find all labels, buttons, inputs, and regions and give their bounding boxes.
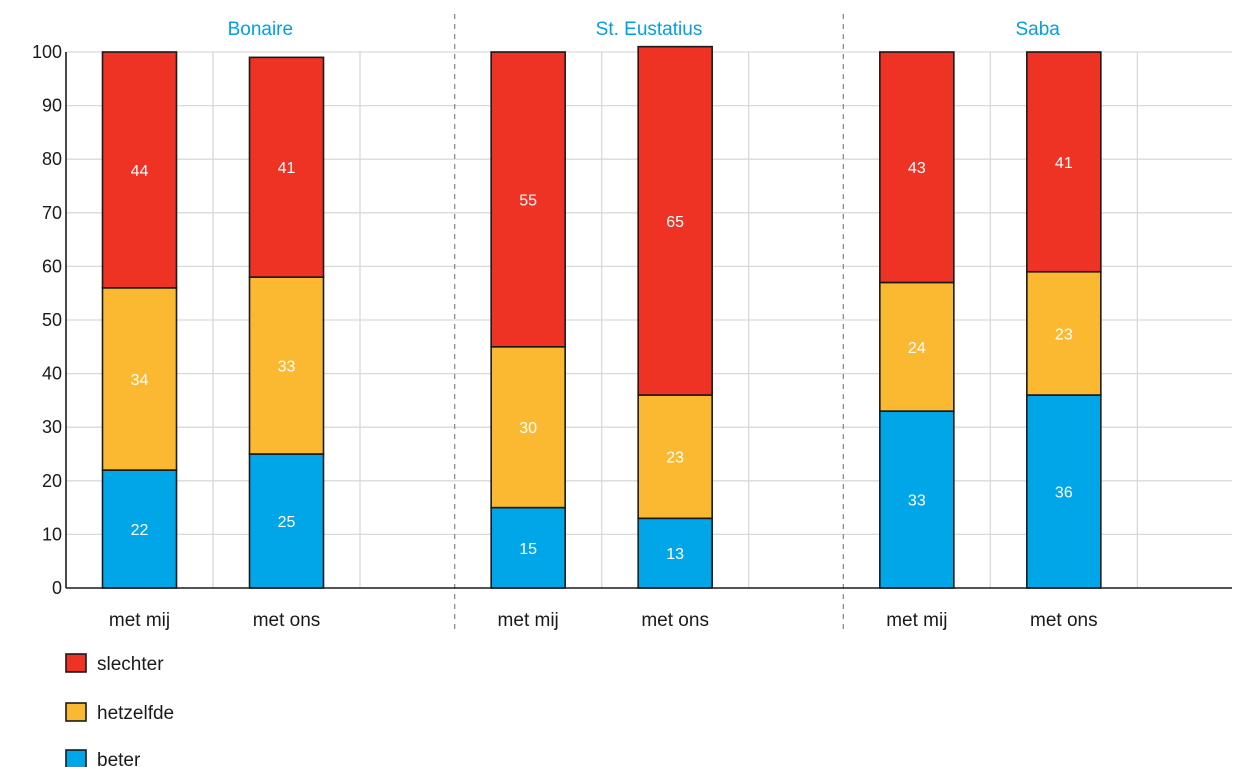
data-label: 13	[666, 546, 684, 563]
y-tick-label: 10	[42, 524, 62, 544]
legend-swatch-slechter	[65, 653, 87, 673]
legend-label: hetzelfde	[97, 703, 174, 724]
legend-swatch-beter	[65, 749, 87, 767]
data-label: 24	[908, 340, 926, 357]
bar-segment-hetzelfde	[1026, 270, 1102, 396]
bar-segment-hetzelfde	[101, 287, 178, 471]
data-label: 15	[519, 541, 537, 558]
bar-segment-slechter	[879, 51, 955, 284]
y-tick-label: 60	[42, 256, 62, 276]
bar-segment-hetzelfde	[637, 394, 713, 520]
bar-segment-hetzelfde	[490, 345, 566, 509]
x-category-label: met ons	[253, 610, 321, 631]
bar-segment-slechter	[248, 56, 325, 278]
y-tick-label: 0	[52, 578, 62, 598]
y-tick-label: 50	[42, 310, 62, 330]
x-category-label: met mij	[886, 610, 947, 631]
bar-segment-slechter	[490, 51, 566, 348]
y-tick-label: 30	[42, 417, 62, 437]
bar-segment-beter	[248, 453, 325, 589]
bar-segment-slechter	[1026, 51, 1102, 273]
data-label: 41	[278, 160, 296, 177]
legend-swatch-hetzelfde	[65, 702, 87, 722]
bar-segment-beter	[879, 410, 955, 589]
y-tick-label: 100	[32, 42, 62, 62]
group-separators	[454, 14, 844, 630]
data-label: 33	[278, 359, 296, 376]
y-tick-label: 90	[42, 96, 62, 116]
bar-segment-hetzelfde	[879, 281, 955, 412]
legend: slechter hetzelfde beter	[65, 653, 174, 767]
data-label: 55	[519, 192, 537, 209]
axis-layer	[65, 52, 1232, 589]
x-category-label: met ons	[1030, 610, 1098, 631]
bar-segment-beter	[490, 506, 566, 589]
legend-label: beter	[97, 750, 141, 767]
legend-label: slechter	[97, 654, 164, 675]
data-label: 65	[666, 214, 684, 231]
bar-segment-slechter	[101, 51, 178, 289]
data-label: 41	[1055, 155, 1073, 172]
data-label: 23	[666, 450, 684, 467]
group-title: St. Eustatius	[596, 19, 703, 40]
group-title: Bonaire	[228, 19, 294, 40]
bar-segment-slechter	[637, 45, 713, 396]
bar-segment-hetzelfde	[248, 276, 325, 455]
data-label: 34	[131, 372, 149, 389]
y-tick-label: 20	[42, 471, 62, 491]
data-label: 25	[278, 514, 296, 531]
x-category-label: met mij	[109, 610, 170, 631]
group-title: Saba	[1015, 19, 1060, 40]
y-tick-label: 80	[42, 149, 62, 169]
data-label: 23	[1055, 326, 1073, 343]
y-tick-label: 40	[42, 364, 62, 384]
bar-layer	[101, 45, 1102, 589]
data-label: 36	[1055, 485, 1073, 502]
data-label: 44	[131, 163, 149, 180]
data-label: 30	[519, 420, 537, 437]
y-tick-label: 70	[42, 203, 62, 223]
data-label: 22	[131, 522, 149, 539]
label-layer: 0 10 20 30 40 50 60 70 80 90 100 Bonaire 22 34 44 met m…	[32, 19, 1098, 631]
data-label: 43	[908, 160, 926, 177]
bar-segment-beter	[1026, 394, 1102, 589]
data-label: 33	[908, 493, 926, 510]
x-category-label: met ons	[641, 610, 709, 631]
x-category-label: met mij	[498, 610, 559, 631]
